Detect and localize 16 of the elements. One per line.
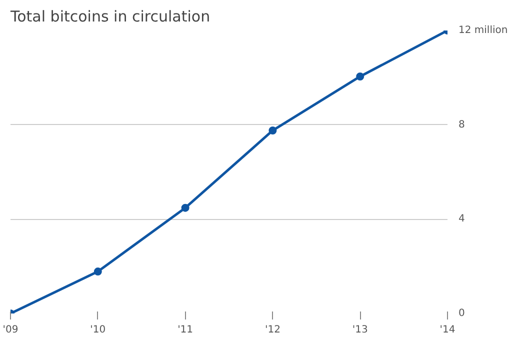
- x-tick-label: '12: [264, 324, 280, 336]
- line-series: [10, 30, 448, 314]
- y-tick-label: 4: [458, 214, 465, 225]
- x-tick-label: '09: [2, 324, 18, 336]
- chart-title: Total bitcoins in circulation: [10, 8, 210, 26]
- point: [356, 72, 364, 80]
- x-tick-label: '14: [440, 324, 456, 336]
- x-tick-label: '11: [178, 324, 194, 336]
- point: [268, 126, 277, 134]
- point: [94, 268, 102, 276]
- y-tick-label: 0: [458, 308, 465, 319]
- x-tick-label: '10: [90, 324, 106, 336]
- point: [181, 204, 190, 212]
- y-tick-label: 12 million: [458, 25, 508, 36]
- x-tick-label: '13: [352, 324, 368, 336]
- y-tick-label: 8: [458, 119, 465, 130]
